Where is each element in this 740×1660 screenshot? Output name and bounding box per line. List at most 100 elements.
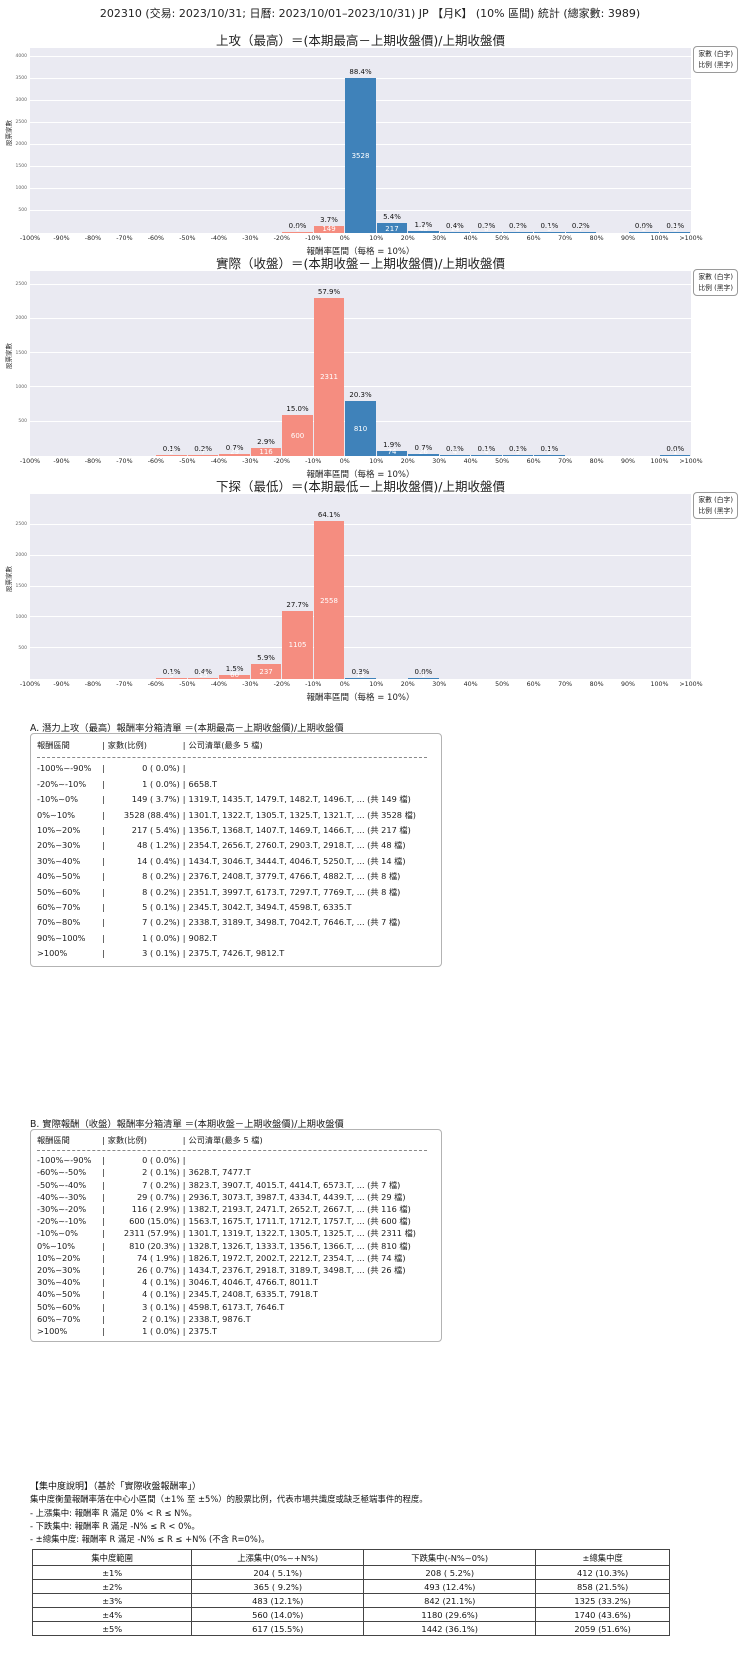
x-tick-label: -80% xyxy=(84,458,102,465)
x-tick-label: 50% xyxy=(495,458,510,465)
bin-row: -60%~-50% | 2 ( 0.1%) | 3628.T, 7477.T xyxy=(37,1166,435,1178)
y-tick-label: 2500 xyxy=(15,282,27,288)
bin-row: 0%~10% | 3528 (88.4%) | 1301.T, 1322.T, 1305… xyxy=(37,808,435,823)
separator: | xyxy=(102,1179,105,1190)
bin-row: 40%~50% | 8 ( 0.2%) | 2376.T, 2408.T, 3779.T… xyxy=(37,869,435,884)
bin-companies: 公司清單(最多 5 檔) xyxy=(188,740,263,750)
bar-pct-label: 1.9% xyxy=(383,440,401,449)
conc-cell: 1740 (43.6%) xyxy=(535,1607,670,1622)
bin-companies: 1382.T, 2193.T, 2471.T, 2652.T, 2667.T, … xyxy=(188,1204,411,1215)
bin-count: 8 ( 0.2%) xyxy=(142,886,180,897)
bin-row: 20%~30% | 48 ( 1.2%) | 2354.T, 2656.T, 2760.… xyxy=(37,838,435,853)
x-tick-label: 90% xyxy=(621,681,636,688)
separator: | xyxy=(182,1155,186,1166)
gridline xyxy=(30,55,691,57)
bin-range: 報酬區間 xyxy=(37,740,70,750)
bar xyxy=(313,297,345,456)
bin-companies: 2345.T, 3042.T, 3494.T, 4598.T, 6335.T xyxy=(188,902,352,913)
x-axis-label: 報酬率區間（每格 = 10%） xyxy=(306,470,415,480)
bin-count: 810 (20.3%) xyxy=(129,1240,180,1251)
bin-companies: 3823.T, 3907.T, 4015.T, 4414.T, 6573.T, … xyxy=(188,1179,401,1190)
conc-cell: ±1% xyxy=(31,1565,193,1580)
conc-cell: 493 (12.4%) xyxy=(363,1579,537,1594)
conc-cell: ±5% xyxy=(31,1621,193,1636)
x-tick-label: 30% xyxy=(432,458,447,465)
y-tick-label: 1500 xyxy=(15,164,27,170)
bar-pct-label: 27.7% xyxy=(286,600,309,609)
bar-pct-label: 0.1% xyxy=(540,222,559,231)
bar xyxy=(282,232,313,233)
x-tick-label: -30% xyxy=(242,681,259,688)
gridline xyxy=(30,523,691,525)
bar xyxy=(534,232,565,233)
bar-count-label: 7 xyxy=(578,224,584,233)
x-tick-label: -60% xyxy=(147,235,165,242)
bar xyxy=(187,455,219,456)
bar-pct-label: 20.3% xyxy=(349,390,372,399)
y-tick-label: 2000 xyxy=(15,316,27,322)
bar-pct-label: 1.2% xyxy=(414,220,433,229)
bar xyxy=(187,678,219,679)
bin-row: 20%~30% | 26 ( 0.7%) | 1434.T, 2376.T, 2918.… xyxy=(37,1264,435,1276)
bin-count: 0 ( 0.0%) xyxy=(142,1155,180,1166)
bar-pct-label: 3.7% xyxy=(320,216,338,225)
x-tick-label: >100% xyxy=(679,458,703,465)
bar xyxy=(534,455,565,456)
bar xyxy=(156,455,187,456)
bin-companies: 2376.T, 2408.T, 3779.T, 4766.T, 4882.T, … xyxy=(188,871,401,882)
bin-range: -100%~-90% xyxy=(37,1155,92,1166)
bar-count-label: 8 xyxy=(515,224,521,233)
y-axis-label: 股票家數 xyxy=(5,343,13,369)
section-a-title: A. 潛力上攻（最高）報酬率分箱清單 ＝(本期最高－上期收盤價)/上期收盤價 xyxy=(30,723,344,734)
x-tick-label: 20% xyxy=(400,681,415,688)
bar-pct-label: 64.1% xyxy=(317,511,341,520)
separator: | xyxy=(182,840,186,851)
bin-companies: 4598.T, 6173.T, 7646.T xyxy=(188,1301,285,1312)
conc-cell: 483 (12.1%) xyxy=(191,1593,365,1608)
x-tick-label: >100% xyxy=(679,681,703,688)
x-tick-label: 100% xyxy=(650,235,669,242)
separator: | xyxy=(102,778,105,789)
x-tick-label: 0% xyxy=(339,458,350,465)
y-tick-label: 500 xyxy=(18,208,27,214)
separator: | xyxy=(182,1252,186,1263)
gridline xyxy=(30,317,691,319)
conc-row: ±3% 483 (12.1%) 842 (21.1%) 1325 (33.2%) xyxy=(31,1593,670,1608)
x-tick-label: -60% xyxy=(147,681,165,688)
conc-cell: 1180 (29.6%) xyxy=(363,1607,537,1622)
bar-pct-label: 0.0% xyxy=(414,668,433,677)
x-tick-label: 40% xyxy=(463,681,478,688)
bin-range: 0%~10% xyxy=(37,1240,76,1251)
bar-pct-label: 0.1% xyxy=(540,445,559,454)
concentration-heading: 【集中度說明】（基於「實際收盤報酬率」） xyxy=(30,1482,202,1492)
x-tick-label: -30% xyxy=(242,235,259,242)
separator: | xyxy=(182,1135,186,1145)
bin-count: 4 ( 0.1%) xyxy=(142,1277,180,1288)
x-tick-label: 70% xyxy=(558,235,573,242)
bar-pct-label: 0.0% xyxy=(666,445,685,454)
bar xyxy=(376,223,408,233)
bin-range: 20%~30% xyxy=(37,840,81,851)
bar xyxy=(282,610,313,679)
bar-count-label: 48 xyxy=(418,224,428,233)
bin-companies xyxy=(189,1154,435,1166)
y-tick-label: 2500 xyxy=(15,522,27,528)
separator: | xyxy=(102,1135,105,1145)
x-tick-label: -100% xyxy=(19,458,41,465)
separator: | xyxy=(102,1191,105,1202)
separator: | xyxy=(102,932,105,943)
separator: | xyxy=(182,809,186,820)
x-tick-label: 10% xyxy=(369,681,384,688)
bin-companies: 2936.T, 3073.T, 3987.T, 4334.T, 4439.T, … xyxy=(188,1191,406,1202)
conc-cell: 365 ( 9.2%) xyxy=(191,1579,365,1594)
x-tick-label: -40% xyxy=(210,458,227,465)
bar-pct-label: 0.1% xyxy=(666,222,685,231)
gridline xyxy=(30,283,691,285)
bar-count-label: 60 xyxy=(230,670,240,679)
bin-row: 90%~100% | 1 ( 0.0%) | 9082.T xyxy=(37,931,435,946)
legend: 家數 (白字) 比例 (黑字) xyxy=(693,492,738,520)
separator: | xyxy=(102,1216,105,1227)
bin-companies: 3628.T, 7477.T xyxy=(188,1167,251,1178)
separator: | xyxy=(182,1240,186,1251)
bar-count-label: 12 xyxy=(356,670,365,679)
